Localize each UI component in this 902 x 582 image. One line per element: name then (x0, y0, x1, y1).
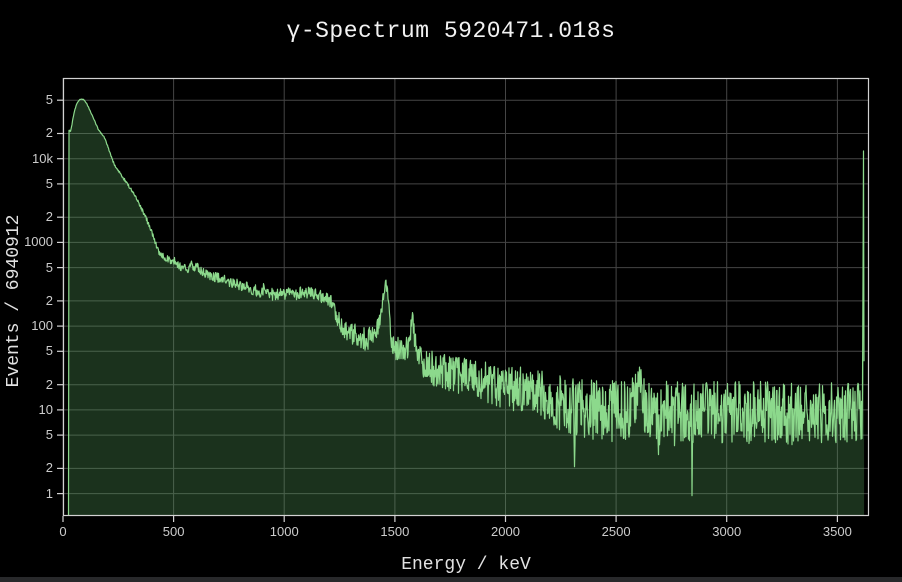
plot-border (62, 77, 870, 517)
y-tick-label: 10 (38, 401, 53, 417)
y-tick-label: 5 (45, 259, 53, 275)
y-tick-label: 2 (45, 292, 53, 308)
x-axis-title: Energy / keV (401, 555, 531, 575)
spectrum-line (67, 98, 865, 517)
y-tick-label: 2 (45, 209, 53, 225)
x-tick-label: 2000 (491, 524, 520, 539)
x-tick-label: 3000 (712, 524, 742, 539)
y-tick-label: 1 (45, 485, 53, 501)
y-tick-label: 5 (45, 175, 53, 191)
x-tick-label: 1000 (269, 524, 299, 539)
y-tick-label: 5 (45, 343, 53, 359)
x-tick-label: 2500 (601, 524, 631, 539)
spectrum-fill (68, 99, 865, 516)
y-tick-label: 5 (45, 92, 53, 108)
y-tick-label: 100 (31, 318, 53, 334)
window-bottom-edge (0, 577, 902, 582)
y-tick-label: 2 (45, 125, 53, 141)
spectrum-plot[interactable] (57, 77, 870, 522)
x-tick-label: 0 (59, 524, 67, 539)
x-tick-label: 500 (162, 524, 185, 539)
y-tick-label: 2 (45, 376, 53, 392)
y-axis-title: Events / 6940912 (4, 214, 24, 388)
x-tick-label: 3500 (822, 524, 852, 539)
y-tick-label: 10k (32, 150, 53, 166)
y-tick-label: 5 (45, 427, 53, 443)
y-tick-label: 2 (45, 460, 53, 476)
x-tick-label: 1500 (380, 524, 410, 539)
y-tick-label: 1000 (24, 234, 53, 250)
chart-title: γ-Spectrum 5920471.018s (286, 18, 616, 44)
